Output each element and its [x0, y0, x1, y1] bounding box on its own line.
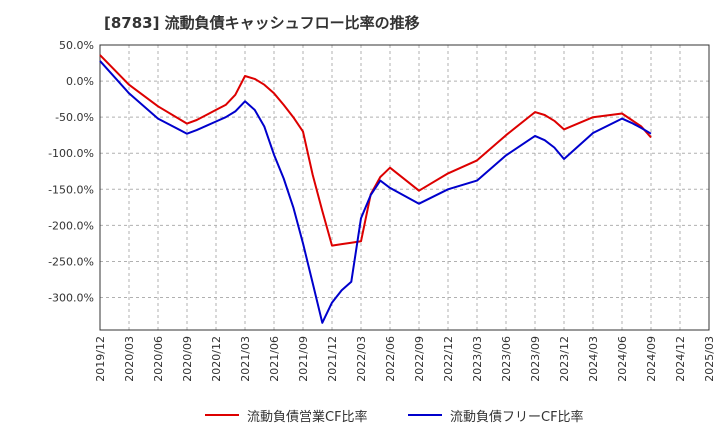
y-tick-label: -200.0% [48, 219, 94, 232]
x-tick-label: 2025/03 [703, 336, 716, 382]
x-tick-label: 2022/09 [413, 336, 426, 382]
x-tick-label: 2023/03 [471, 336, 484, 382]
legend-label-free-cf: 流動負債フリーCF比率 [450, 409, 584, 425]
y-tick-label: -50.0% [55, 111, 94, 124]
y-tick-label: -150.0% [48, 183, 94, 196]
x-tick-label: 2021/09 [297, 336, 310, 382]
x-tick-label: 2021/06 [268, 336, 281, 382]
chart-title: [8783] 流動負債キャッシュフロー比率の推移 [104, 14, 420, 32]
x-tick-label: 2024/09 [645, 336, 658, 382]
x-tick-label: 2024/03 [587, 336, 600, 382]
legend-item-free-cf: 流動負債フリーCF比率 [408, 403, 584, 427]
x-tick-label: 2022/03 [355, 336, 368, 382]
legend-swatch-free-cf [408, 414, 442, 416]
x-tick-label: 2020/09 [181, 336, 194, 382]
x-tick-label: 2023/09 [529, 336, 542, 382]
x-tick-label: 2020/03 [123, 336, 136, 382]
gridlines [99, 44, 710, 330]
y-tick-label: -300.0% [48, 292, 94, 305]
x-tick-label: 2020/06 [152, 336, 165, 382]
y-tick-label: -100.0% [48, 147, 94, 160]
y-tick-label: -250.0% [48, 255, 94, 268]
x-tick-label: 2023/06 [500, 336, 513, 382]
y-axis-ticks: 50.0% 0.0% -50.0% -100.0% -150.0% -200.0% -250… [48, 39, 94, 305]
plot-frame [99, 44, 710, 331]
series-lines [99, 54, 652, 324]
y-tick-label: 0.0% [66, 75, 94, 88]
x-tick-label: 2021/12 [326, 336, 339, 382]
y-tick-label: 50.0% [59, 39, 94, 52]
x-tick-label: 2024/12 [674, 336, 687, 382]
series-line-0 [99, 54, 652, 247]
legend-item-operating-cf: 流動負債営業CF比率 [205, 403, 368, 427]
x-tick-label: 2023/12 [558, 336, 571, 382]
legend-label-operating-cf: 流動負債営業CF比率 [247, 409, 368, 425]
x-tick-label: 2024/06 [616, 336, 629, 382]
x-tick-label: 2019/12 [94, 336, 107, 382]
legend: 流動負債営業CF比率 流動負債フリーCF比率 [0, 403, 720, 427]
series-line-1 [99, 60, 652, 324]
x-tick-label: 2022/12 [442, 336, 455, 382]
x-tick-label: 2022/06 [384, 336, 397, 382]
x-axis-ticks: 2019/12 2020/03 2020/06 2020/09 2020/12 2021/… [94, 336, 716, 382]
x-tick-label: 2021/03 [239, 336, 252, 382]
legend-swatch-operating-cf [205, 414, 239, 416]
x-tick-label: 2020/12 [210, 336, 223, 382]
